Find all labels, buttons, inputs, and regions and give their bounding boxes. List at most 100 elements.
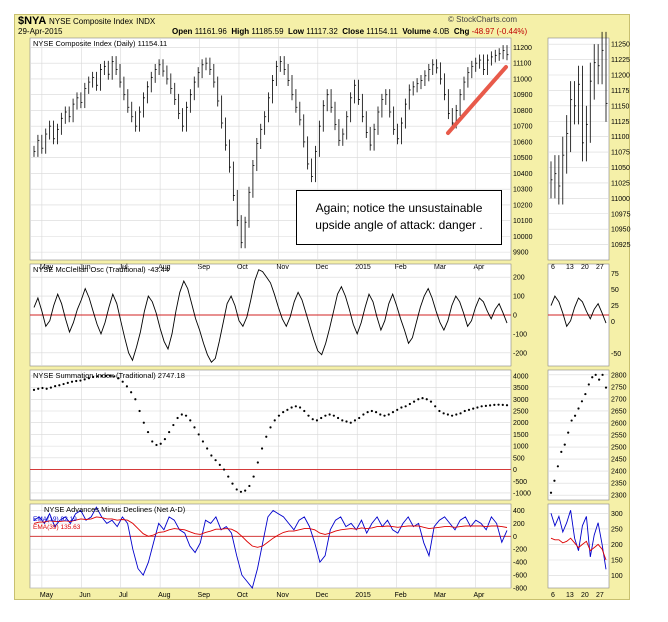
weekly-ema39-line xyxy=(550,537,607,561)
x-tick-label: Dec xyxy=(316,264,329,271)
volume-label: Volume xyxy=(402,27,431,36)
y-tick-label: 10400 xyxy=(513,171,533,178)
x-tick-label: Jun xyxy=(79,264,90,271)
weekly-ema19-line xyxy=(550,510,607,570)
y-tick-label: 11175 xyxy=(611,88,630,95)
summation-point xyxy=(96,375,99,378)
summation-point xyxy=(54,385,57,388)
close-value: 11154.11 xyxy=(366,27,398,36)
y-tick-label: 200 xyxy=(513,275,525,282)
weekly-summation-point xyxy=(601,373,604,376)
summation-point xyxy=(349,421,352,424)
summation-point xyxy=(49,386,52,389)
summation-point xyxy=(489,404,492,407)
y-tick-label: 10975 xyxy=(611,211,631,218)
y-tick-label: 10950 xyxy=(611,227,631,234)
summation-point xyxy=(315,419,319,422)
panel-title: NYSE McClellan Osc (Traditional) -43.44 xyxy=(33,265,169,274)
summation-point xyxy=(138,409,141,413)
y-tick-label: 3000 xyxy=(513,397,529,404)
summation-point xyxy=(396,408,399,411)
summation-point xyxy=(277,414,281,417)
x-tick-label: Feb xyxy=(395,264,407,271)
summation-point xyxy=(231,482,234,485)
summation-point xyxy=(163,437,167,441)
open-value: 11161.96 xyxy=(194,27,227,36)
weekly-x-tick-label: 27 xyxy=(596,592,604,599)
y-tick-label: 11050 xyxy=(611,165,630,172)
summation-point xyxy=(201,440,205,443)
summation-point xyxy=(66,381,69,384)
weekly-summation-point xyxy=(563,443,566,446)
x-tick-label: Jul xyxy=(119,592,128,599)
summation-point xyxy=(370,409,373,413)
summation-point xyxy=(294,405,297,408)
summation-point xyxy=(176,416,179,420)
y-tick-label: 11075 xyxy=(611,150,630,157)
summation-point xyxy=(151,440,154,443)
summation-point xyxy=(391,411,395,414)
y-tick-label: 11150 xyxy=(611,103,630,110)
summation-point xyxy=(417,398,420,401)
summation-point xyxy=(374,411,378,414)
summation-point xyxy=(286,408,289,411)
x-tick-label: 2015 xyxy=(355,264,371,271)
weekly-y-tick-label: 50 xyxy=(611,287,619,294)
y-tick-label: 250 xyxy=(611,526,623,533)
summation-point xyxy=(501,403,504,407)
y-tick-label: 9900 xyxy=(513,250,529,257)
y-tick-label: 300 xyxy=(611,511,623,518)
low-label: Low xyxy=(287,27,304,36)
x-tick-label: May xyxy=(40,264,54,271)
y-tick-label: 100 xyxy=(513,294,525,301)
summation-point xyxy=(345,420,348,423)
y-tick-label: 0 xyxy=(513,534,517,541)
x-tick-label: Aug xyxy=(158,592,171,599)
summation-point xyxy=(307,414,310,417)
y-tick-label: 2600 xyxy=(611,420,627,427)
weekly-summation-point xyxy=(570,419,573,422)
summation-point xyxy=(70,380,74,383)
summation-point xyxy=(421,397,424,400)
panel-title: NYSE Summation Index (Traditional) 2747.… xyxy=(33,371,185,380)
x-tick-label: Dec xyxy=(316,592,329,599)
y-tick-label: 11100 xyxy=(513,61,532,68)
weekly-summation-point xyxy=(553,479,556,482)
summation-point xyxy=(400,406,403,409)
summation-point xyxy=(366,411,369,414)
summation-point xyxy=(336,416,340,420)
annotation-line-1: Again; notice the unsustainable xyxy=(315,201,483,215)
summation-point xyxy=(168,430,171,434)
summation-point xyxy=(75,379,78,383)
summation-point xyxy=(379,413,382,416)
plot-area xyxy=(29,503,512,589)
summation-point xyxy=(100,374,103,377)
y-tick-label: -100 xyxy=(513,331,527,338)
weekly-y-tick-label: 75 xyxy=(611,271,619,278)
summation-point xyxy=(442,412,445,415)
summation-point xyxy=(146,430,150,434)
x-tick-label: May xyxy=(40,592,54,599)
y-tick-label: 11100 xyxy=(611,134,630,141)
summation-point xyxy=(484,404,487,407)
summation-point xyxy=(58,384,61,387)
weekly-summation-point xyxy=(567,431,570,434)
y-tick-label: 1000 xyxy=(513,444,529,451)
summation-point xyxy=(108,374,112,377)
summation-point xyxy=(467,408,471,411)
y-tick-label: 400 xyxy=(513,508,525,515)
y-tick-label: 11250 xyxy=(611,42,630,49)
y-tick-label: 11025 xyxy=(611,180,630,187)
summation-point xyxy=(41,386,44,390)
summation-point xyxy=(87,377,91,380)
chg-label: Chg xyxy=(453,27,470,36)
summation-point xyxy=(189,419,192,422)
summation-point xyxy=(193,426,196,429)
y-tick-label: 2550 xyxy=(611,433,627,440)
weekly-summation-point xyxy=(594,373,597,376)
weekly-summation-point xyxy=(584,392,587,396)
summation-point xyxy=(142,421,145,424)
y-tick-label: 10600 xyxy=(513,139,533,146)
y-tick-label: 10200 xyxy=(513,202,533,209)
summation-point xyxy=(497,403,500,406)
